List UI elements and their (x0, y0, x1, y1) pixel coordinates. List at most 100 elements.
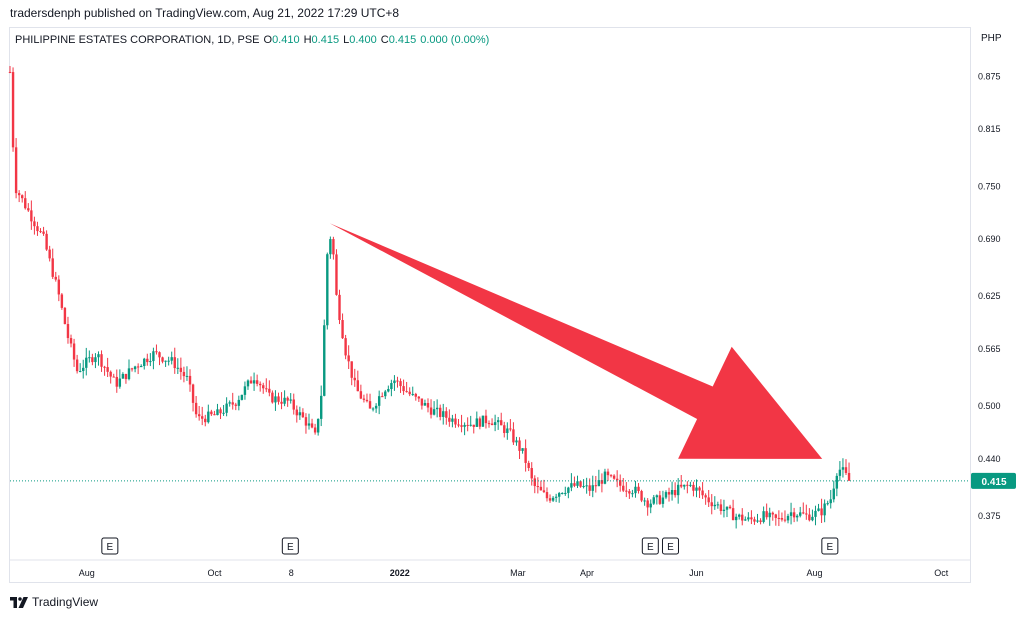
candle-body (786, 515, 790, 521)
legend-low-label: L (343, 34, 350, 46)
candle-body (39, 231, 42, 233)
candle-body (738, 514, 741, 517)
candle-body (667, 492, 671, 495)
candle-body (243, 386, 247, 395)
legend-open-label: O (263, 34, 273, 46)
candle-body (75, 359, 79, 372)
candle-body (100, 354, 103, 367)
candle-body (426, 403, 430, 408)
candle-body (670, 490, 674, 495)
candle-body (493, 422, 497, 426)
candle-body (91, 357, 94, 363)
candle-body (606, 471, 610, 476)
candle-body (155, 351, 158, 353)
candle-body (85, 357, 88, 368)
candle-body (341, 320, 344, 339)
candle-body (191, 384, 195, 403)
y-tick-label: 0.690 (978, 234, 1001, 244)
legend-high-value: 0.415 (311, 34, 340, 46)
candle-body (390, 383, 393, 390)
candle-body (188, 375, 192, 385)
symbol-legend: PHILIPPINE ESTATES CORPORATION, 1D, PSE O… (15, 34, 489, 46)
candle-body (161, 357, 164, 362)
earnings-marker[interactable]: E (821, 537, 839, 555)
candle-body (130, 368, 134, 370)
candle-body (237, 399, 241, 406)
candle-body (356, 380, 360, 392)
legend-close-value: 0.415 (388, 34, 417, 46)
candle-body (652, 497, 655, 504)
candle-body (176, 367, 180, 369)
candle-body (179, 367, 183, 372)
candle-body (567, 487, 570, 493)
candle-body (841, 467, 845, 470)
candle-body (173, 357, 176, 369)
candle-body (231, 402, 234, 405)
candle-body (94, 357, 97, 363)
candle-body (292, 399, 295, 410)
earnings-marker-box (661, 537, 679, 555)
candle-body (377, 396, 381, 406)
earnings-marker[interactable]: E (281, 537, 299, 555)
candle-body (445, 411, 448, 418)
candle-body (603, 471, 607, 484)
earnings-marker[interactable]: E (101, 537, 119, 555)
candle-body (112, 376, 115, 378)
candle-body (466, 424, 469, 426)
earnings-marker[interactable]: E (661, 537, 679, 555)
candle-body (664, 492, 668, 498)
candle-body (802, 512, 805, 514)
candle-body (634, 486, 637, 494)
candle-body (24, 198, 27, 209)
y-tick-label: 0.750 (978, 181, 1001, 191)
candle-body (396, 380, 399, 382)
candle-body (564, 492, 567, 494)
candle-body (170, 357, 173, 361)
candle-body (518, 440, 521, 451)
candle-body (478, 418, 482, 427)
candle-body (240, 394, 244, 400)
candle-body (271, 392, 274, 403)
time-axis[interactable]: Aug Oct 8 2022 Mar Apr Jun Aug Oct (9, 559, 970, 578)
candle-body (686, 484, 689, 486)
candle-body (622, 485, 625, 491)
y-tick-label: 0.440 (978, 454, 1001, 464)
candle-body (637, 486, 640, 492)
candle-body (435, 407, 439, 410)
earnings-marker-box (641, 537, 659, 555)
candle-body (847, 472, 851, 481)
candle-body (820, 508, 823, 516)
earnings-marker-box (101, 537, 119, 555)
candle-body (762, 511, 765, 522)
candle-body (588, 485, 591, 491)
price-axis[interactable]: 0.875 0.815 0.750 0.690 0.625 0.565 0.500 0.440… (978, 71, 1001, 521)
candle-body (402, 386, 405, 392)
candle-body (548, 498, 552, 501)
candle-body (182, 371, 186, 377)
candle-body (72, 343, 76, 360)
candle-body (509, 428, 512, 430)
trend-arrow-shape (329, 223, 823, 459)
candle-body (283, 397, 286, 404)
earnings-marker[interactable]: E (641, 537, 659, 555)
candle-body (289, 399, 292, 401)
candle-body (561, 492, 564, 494)
candle-body (371, 408, 375, 410)
candle-body (347, 355, 350, 362)
candle-body (716, 504, 720, 506)
candle-body (258, 383, 262, 386)
candle-body (707, 497, 710, 503)
candle-body (701, 490, 704, 496)
candle-body (615, 478, 619, 481)
candle-body (545, 492, 549, 499)
candle-body (795, 515, 799, 518)
candle-body (268, 388, 271, 393)
candle-body (750, 517, 753, 520)
candle-body (576, 481, 579, 486)
candle-body (57, 279, 61, 295)
candle-body (45, 233, 48, 250)
candle-body (838, 469, 842, 476)
candle-body (27, 208, 30, 211)
